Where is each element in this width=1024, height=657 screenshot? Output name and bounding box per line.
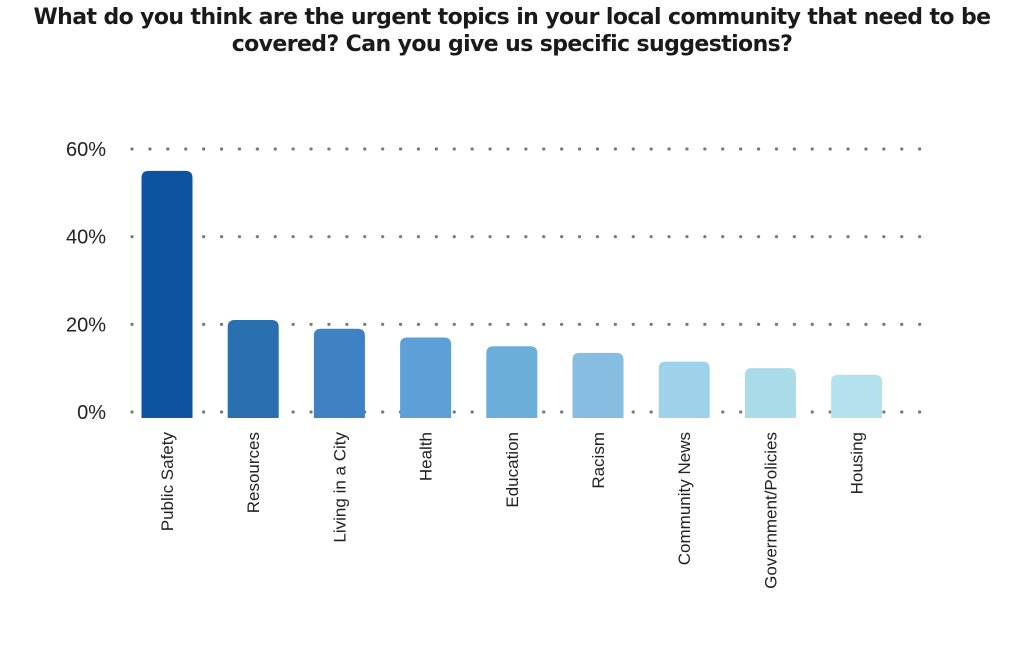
x-axis: Public Safety Resources Living in a City He… — [158, 432, 867, 589]
y-tick-label: 20% — [66, 314, 106, 336]
bar — [141, 170, 193, 418]
y-tick-label: 0% — [77, 402, 106, 424]
bar — [400, 337, 452, 418]
y-tick-label: 40% — [66, 227, 106, 249]
bar — [572, 352, 624, 418]
y-axis: 0% 20% 40% 60% — [66, 139, 106, 424]
bars — [141, 170, 883, 418]
x-tick-label: Health — [417, 432, 436, 481]
bar — [831, 374, 883, 418]
x-tick-label: Community News — [675, 432, 694, 565]
x-tick-label: Living in a City — [330, 432, 349, 543]
bar — [227, 319, 279, 418]
bar — [313, 328, 365, 418]
x-tick-label: Education — [503, 432, 522, 508]
x-tick-label: Government/Policies — [761, 432, 780, 589]
bar — [486, 346, 538, 418]
bar — [744, 368, 796, 418]
bar — [658, 361, 710, 418]
x-tick-label: Public Safety — [158, 432, 177, 532]
chart-title: What do you think are the urgent topics … — [33, 5, 992, 57]
x-tick-label: Resources — [244, 432, 263, 513]
y-tick-label: 60% — [66, 139, 106, 161]
x-tick-label: Racism — [589, 432, 608, 489]
x-tick-label: Housing — [848, 432, 867, 494]
